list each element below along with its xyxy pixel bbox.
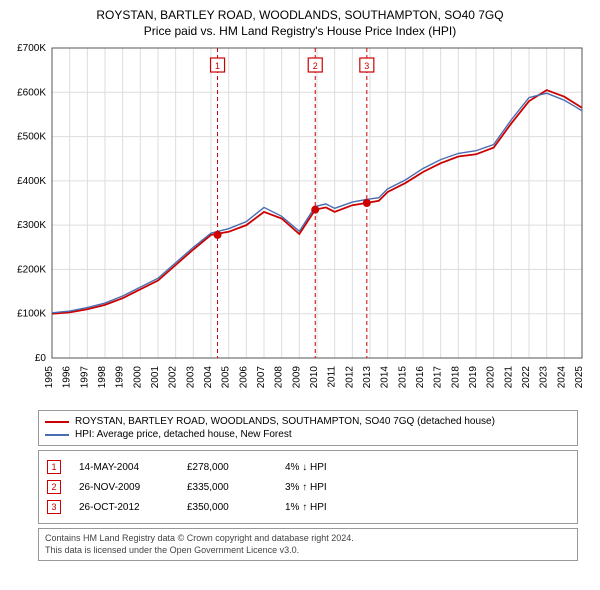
svg-text:£400K: £400K xyxy=(17,176,46,187)
svg-text:2: 2 xyxy=(313,61,318,71)
event-marker-2 xyxy=(311,206,319,214)
svg-text:2013: 2013 xyxy=(362,366,373,389)
event-delta: 4% ↓ HPI xyxy=(285,462,365,473)
event-row: 3 26-OCT-2012 £350,000 1% ↑ HPI xyxy=(47,497,569,517)
svg-text:2014: 2014 xyxy=(380,366,391,389)
svg-text:£100K: £100K xyxy=(17,309,46,320)
event-marker-3 xyxy=(363,199,371,207)
legend-box: ROYSTAN, BARTLEY ROAD, WOODLANDS, SOUTHA… xyxy=(38,410,578,446)
svg-text:2025: 2025 xyxy=(574,366,585,389)
event-row: 1 14-MAY-2004 £278,000 4% ↓ HPI xyxy=(47,457,569,477)
event-date: 26-NOV-2009 xyxy=(79,482,169,493)
event-delta: 3% ↑ HPI xyxy=(285,482,365,493)
svg-text:2009: 2009 xyxy=(291,366,302,389)
svg-text:2002: 2002 xyxy=(168,366,179,389)
chart-title-line1: ROYSTAN, BARTLEY ROAD, WOODLANDS, SOUTHA… xyxy=(8,8,592,22)
svg-text:£200K: £200K xyxy=(17,264,46,275)
footer-line1: Contains HM Land Registry data © Crown c… xyxy=(45,533,571,545)
event-delta: 1% ↑ HPI xyxy=(285,502,365,513)
svg-text:1995: 1995 xyxy=(44,366,55,389)
svg-text:2021: 2021 xyxy=(503,366,514,389)
svg-text:2006: 2006 xyxy=(238,366,249,389)
svg-text:£300K: £300K xyxy=(17,220,46,231)
svg-text:1998: 1998 xyxy=(97,366,108,389)
legend-row: HPI: Average price, detached house, New … xyxy=(45,428,571,441)
legend-swatch xyxy=(45,434,69,436)
svg-text:1997: 1997 xyxy=(79,366,90,389)
svg-text:2000: 2000 xyxy=(132,366,143,389)
svg-text:£500K: £500K xyxy=(17,132,46,143)
event-price: £278,000 xyxy=(187,462,267,473)
chart-title-line2: Price paid vs. HM Land Registry's House … xyxy=(8,24,592,38)
svg-text:£0: £0 xyxy=(35,353,47,364)
svg-text:2003: 2003 xyxy=(185,366,196,389)
chart-title-block: ROYSTAN, BARTLEY ROAD, WOODLANDS, SOUTHA… xyxy=(8,8,592,38)
svg-text:2007: 2007 xyxy=(256,366,267,389)
svg-text:2005: 2005 xyxy=(221,366,232,389)
svg-text:2015: 2015 xyxy=(397,366,408,389)
svg-text:1: 1 xyxy=(215,61,220,71)
svg-text:1996: 1996 xyxy=(62,366,73,389)
svg-text:2017: 2017 xyxy=(433,366,444,389)
svg-text:2016: 2016 xyxy=(415,366,426,389)
svg-text:2012: 2012 xyxy=(344,366,355,389)
svg-text:2023: 2023 xyxy=(539,366,550,389)
event-marker-1 xyxy=(214,231,222,239)
legend-label: ROYSTAN, BARTLEY ROAD, WOODLANDS, SOUTHA… xyxy=(75,416,495,427)
event-number-badge: 1 xyxy=(47,460,61,474)
price-chart: £0 £100K £200K £300K £400K £500K £600K £700K 199… xyxy=(8,42,592,402)
event-date: 26-OCT-2012 xyxy=(79,502,169,513)
svg-text:2019: 2019 xyxy=(468,366,479,389)
svg-text:£600K: £600K xyxy=(17,87,46,98)
event-row: 2 26-NOV-2009 £335,000 3% ↑ HPI xyxy=(47,477,569,497)
svg-text:2018: 2018 xyxy=(450,366,461,389)
svg-text:2024: 2024 xyxy=(556,366,567,389)
legend-label: HPI: Average price, detached house, New … xyxy=(75,429,292,440)
svg-text:£700K: £700K xyxy=(17,43,46,54)
svg-text:2020: 2020 xyxy=(486,366,497,389)
attribution-footer: Contains HM Land Registry data © Crown c… xyxy=(38,528,578,561)
event-number-badge: 3 xyxy=(47,500,61,514)
svg-text:2011: 2011 xyxy=(327,366,338,388)
legend-swatch xyxy=(45,421,69,423)
event-date: 14-MAY-2004 xyxy=(79,462,169,473)
svg-text:3: 3 xyxy=(364,61,369,71)
event-price: £335,000 xyxy=(187,482,267,493)
svg-text:2008: 2008 xyxy=(274,366,285,389)
events-table: 1 14-MAY-2004 £278,000 4% ↓ HPI 2 26-NOV-2009… xyxy=(38,450,578,524)
legend-row: ROYSTAN, BARTLEY ROAD, WOODLANDS, SOUTHA… xyxy=(45,415,571,428)
svg-text:2010: 2010 xyxy=(309,366,320,389)
svg-text:2001: 2001 xyxy=(150,366,161,389)
svg-text:2004: 2004 xyxy=(203,366,214,389)
footer-line2: This data is licensed under the Open Gov… xyxy=(45,545,571,557)
svg-text:2022: 2022 xyxy=(521,366,532,389)
svg-text:1999: 1999 xyxy=(115,366,126,389)
event-price: £350,000 xyxy=(187,502,267,513)
event-number-badge: 2 xyxy=(47,480,61,494)
